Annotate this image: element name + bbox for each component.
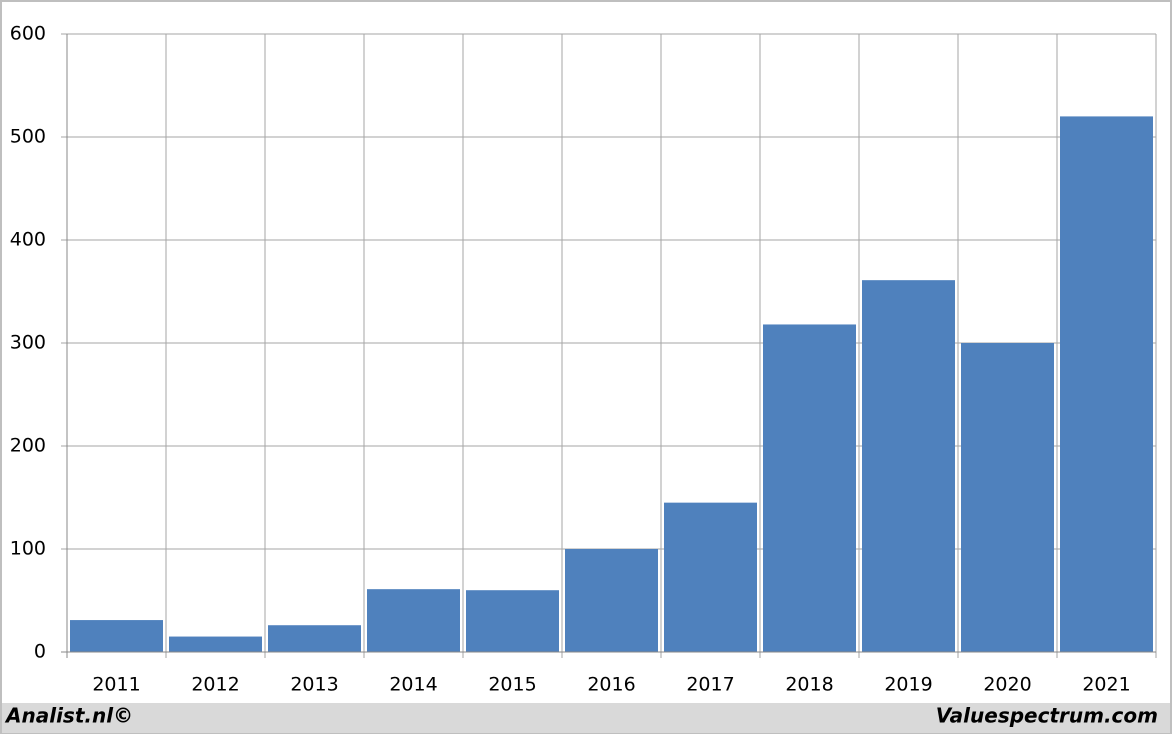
bar (466, 590, 559, 652)
x-tick-label: 2020 (983, 674, 1031, 696)
x-tick-label: 2014 (389, 674, 437, 696)
bar (961, 343, 1054, 652)
x-tick-label: 2015 (488, 674, 536, 696)
bar (169, 636, 262, 652)
y-tick-label: 600 (10, 23, 46, 45)
x-tick-label: 2012 (191, 674, 239, 696)
x-tick-label: 2011 (92, 674, 140, 696)
y-tick-label: 400 (10, 229, 46, 251)
bar (862, 280, 955, 652)
x-tick-label: 2019 (884, 674, 932, 696)
y-tick-label: 300 (10, 332, 46, 354)
footer-right: Valuespectrum.com (936, 704, 1158, 728)
x-tick-label: 2021 (1082, 674, 1130, 696)
y-tick-label: 0 (34, 641, 46, 663)
bar (268, 625, 361, 652)
y-tick-label: 500 (10, 126, 46, 148)
bar (565, 549, 658, 652)
bar (367, 589, 460, 652)
bar (664, 502, 757, 652)
y-tick-label: 200 (10, 435, 46, 457)
x-tick-label: 2018 (785, 674, 833, 696)
x-tick-label: 2017 (686, 674, 734, 696)
x-tick-label: 2016 (587, 674, 635, 696)
footer-left: Analist.nl© (4, 704, 133, 728)
x-tick-label: 2013 (290, 674, 338, 696)
bar (763, 324, 856, 652)
footer-band (2, 703, 1170, 733)
bar (1060, 116, 1153, 652)
y-tick-label: 100 (10, 538, 46, 560)
bar (70, 620, 163, 652)
